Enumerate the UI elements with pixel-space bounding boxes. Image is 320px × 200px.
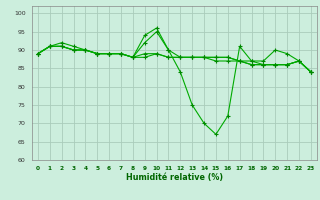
X-axis label: Humidité relative (%): Humidité relative (%): [126, 173, 223, 182]
